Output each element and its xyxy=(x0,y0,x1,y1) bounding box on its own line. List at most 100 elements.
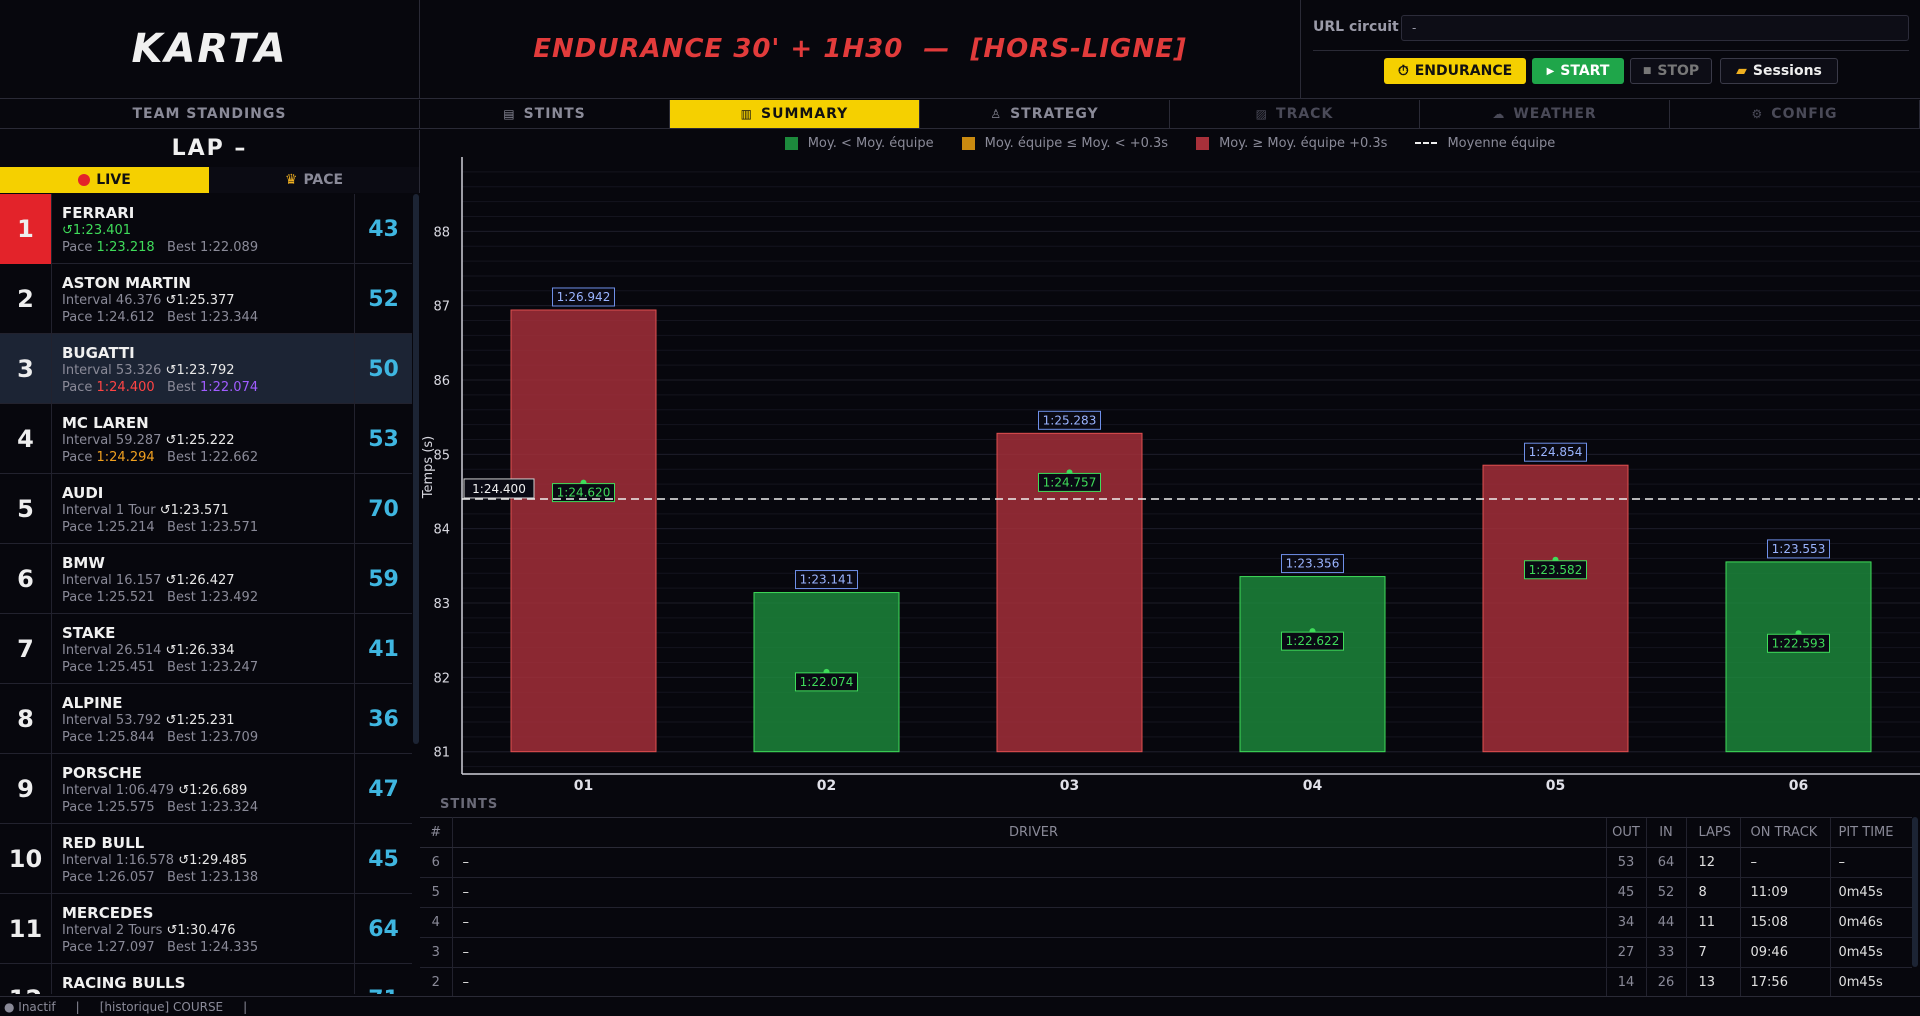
standings-row[interactable]: 12 RACING BULLS 71 xyxy=(0,964,412,994)
team-name: RED BULL xyxy=(62,834,145,852)
y-tick-label: 88 xyxy=(433,225,450,240)
lap-count: 71 xyxy=(354,964,412,994)
stint-row[interactable]: 3–27 33 7 09:46 0m45s xyxy=(420,937,1912,968)
stint-cell: – xyxy=(452,847,1606,878)
team-info: AUDI Interval 1 Tour ↺1:23.571 Pace 1:25.2… xyxy=(52,474,354,543)
lap-count: 64 xyxy=(354,894,412,964)
endurance-button[interactable]: ⏱ ENDURANCE xyxy=(1384,58,1526,84)
team-line1: Interval 1 Tour ↺1:23.571 xyxy=(62,502,354,519)
sessions-button[interactable]: ▰ Sessions xyxy=(1720,58,1838,84)
column-header[interactable]: ON TRACK xyxy=(1739,817,1830,848)
team-line1: Interval 53.792 ↺1:25.231 xyxy=(62,712,354,729)
team-line2: Pace 1:25.451 Best 1:23.247 xyxy=(62,659,354,676)
column-header[interactable]: LAPS xyxy=(1685,817,1740,848)
stint-bar[interactable] xyxy=(510,309,657,753)
tab-stints[interactable]: ▤ STINTS xyxy=(420,100,670,128)
standings-scrollbar[interactable] xyxy=(413,194,419,744)
stint-bar[interactable] xyxy=(1482,464,1629,753)
team-stat: ↺1:25.377 xyxy=(165,293,235,308)
stints-scrollbar[interactable] xyxy=(1912,817,1918,967)
standings-row[interactable]: 2 ASTON MARTIN Interval 46.376 ↺1:25.377 Pa… xyxy=(0,264,412,334)
team-line1: ↺1:23.401 xyxy=(62,222,354,239)
standings-row[interactable]: 6 BMW Interval 16.157 ↺1:26.427 Pace 1:25.5… xyxy=(0,544,412,614)
stint-row[interactable]: 5–45 52 8 11:09 0m45s xyxy=(420,877,1912,908)
tab-label: CONFIG xyxy=(1771,106,1838,122)
column-header[interactable]: DRIVER xyxy=(452,817,1606,848)
tab-label: STINTS xyxy=(523,106,586,122)
max-label: 1:24.854 xyxy=(1529,445,1583,459)
column-header[interactable]: PIT TIME xyxy=(1829,817,1912,848)
stint-cell: 2 xyxy=(420,967,453,998)
tab-label: STRATEGY xyxy=(1010,106,1099,122)
column-header[interactable]: OUT xyxy=(1605,817,1646,848)
team-stat: 1:23.218 xyxy=(96,240,155,255)
team-stat: Interval 1:16.578 xyxy=(62,853,179,868)
column-header[interactable]: IN xyxy=(1645,817,1686,848)
stint-cell: 33 xyxy=(1645,937,1686,968)
legend-swatch xyxy=(961,136,975,150)
tab-track[interactable]: ▨ TRACK xyxy=(1170,100,1420,128)
stop-button[interactable]: ■ STOP xyxy=(1630,58,1712,84)
team-info: FERRARI ↺1:23.401 Pace 1:23.218 Best 1:22.… xyxy=(52,194,354,263)
tab-strategy[interactable]: ♙ STRATEGY xyxy=(920,100,1170,128)
url-circuit-input[interactable]: - xyxy=(1401,15,1909,41)
team-name: FERRARI xyxy=(62,204,135,222)
stint-cell: 6 xyxy=(420,847,453,878)
stint-row[interactable]: 6–53 64 12– – xyxy=(420,847,1912,878)
pace-mode-button[interactable]: ♛ PACE xyxy=(209,167,420,193)
tab-summary[interactable]: ▥ SUMMARY xyxy=(670,100,920,128)
max-label: 1:23.356 xyxy=(1286,557,1340,571)
stop-button-label: STOP xyxy=(1657,63,1700,79)
standings-row[interactable]: 8 ALPINE Interval 53.792 ↺1:25.231 Pace 1:2… xyxy=(0,684,412,754)
flask-icon: ♙ xyxy=(990,107,1003,121)
position-number: 8 xyxy=(0,684,52,754)
avg-label-box xyxy=(795,672,858,692)
y-tick-label: 86 xyxy=(433,374,450,389)
stint-row[interactable]: 2–14 26 13 17:56 0m45s xyxy=(420,967,1912,998)
legend-item: Moy. ≥ Moy. équipe +0.3s xyxy=(1196,136,1387,151)
standings-row[interactable]: 5 AUDI Interval 1 Tour ↺1:23.571 Pace 1:25.… xyxy=(0,474,412,544)
lap-count: 45 xyxy=(354,824,412,894)
team-stat: Pace 1:24.612 Best 1:23.344 xyxy=(62,310,259,325)
tab-config[interactable]: ⚙ CONFIG xyxy=(1670,100,1920,128)
team-info: MERCEDES Interval 2 Tours ↺1:30.476 Pace 1… xyxy=(52,894,354,963)
main-tabs: ▤ STINTS ▥ SUMMARY ♙ STRATEGY ▨ TRACK ☁ WEATHER ⚙ C… xyxy=(420,100,1920,129)
app-logo: KARTA xyxy=(131,26,288,72)
standings-row[interactable]: 10 RED BULL Interval 1:16.578 ↺1:29.485 Pac… xyxy=(0,824,412,894)
standings-row[interactable]: 9 PORSCHE Interval 1:06.479 ↺1:26.689 Pace … xyxy=(0,754,412,824)
map-icon: ▨ xyxy=(1255,107,1269,121)
team-info: RED BULL Interval 1:16.578 ↺1:29.485 Pace … xyxy=(52,824,354,893)
start-button[interactable]: ▶ START xyxy=(1532,58,1624,84)
standings-row[interactable]: 1 FERRARI ↺1:23.401 Pace 1:23.218 Best 1:22… xyxy=(0,194,412,264)
stint-cell: 26 xyxy=(1645,967,1686,998)
team-stat: 1:24.400 xyxy=(96,380,155,395)
team-stat: Interval 59.287 xyxy=(62,433,166,448)
stint-bar[interactable] xyxy=(1239,576,1386,753)
y-tick-label: 81 xyxy=(433,746,450,761)
stop-icon: ■ xyxy=(1642,66,1652,76)
stint-bar[interactable] xyxy=(1725,561,1872,753)
legend-label: Moy. < Moy. équipe xyxy=(807,135,934,151)
tab-weather[interactable]: ☁ WEATHER xyxy=(1420,100,1670,128)
legend-item: Moy. < Moy. équipe xyxy=(784,135,934,151)
lap-count: 41 xyxy=(354,614,412,684)
stint-row[interactable]: 4–34 44 11 15:08 0m46s xyxy=(420,907,1912,938)
stint-cell: 7 xyxy=(1685,937,1740,968)
column-header[interactable]: # xyxy=(420,817,453,848)
stint-cell: 53 xyxy=(1605,847,1646,878)
legend-swatch xyxy=(784,136,798,150)
clipboard-icon: ▤ xyxy=(503,107,516,121)
legend-label: Moy. équipe ≤ Moy. < +0.3s xyxy=(984,135,1169,151)
team-line2: Pace 1:25.214 Best 1:23.571 xyxy=(62,519,354,536)
team-stat: ↺1:30.476 xyxy=(166,923,236,938)
stint-cell: 14 xyxy=(1605,967,1646,998)
live-mode-button[interactable]: LIVE xyxy=(0,167,209,193)
standings-row[interactable]: 3 BUGATTI Interval 53.326 ↺1:23.792 Pace 1:… xyxy=(0,334,412,404)
y-axis-label: Temps (s) xyxy=(421,436,436,499)
standings-row[interactable]: 11 MERCEDES Interval 2 Tours ↺1:30.476 Pace… xyxy=(0,894,412,964)
standings-row[interactable]: 7 STAKE Interval 26.514 ↺1:26.334 Pace 1:25… xyxy=(0,614,412,684)
status-item: | xyxy=(243,999,248,1014)
team-name: MERCEDES xyxy=(62,904,154,922)
standings-row[interactable]: 4 MC LAREN Interval 59.287 ↺1:25.222 Pace 1… xyxy=(0,404,412,474)
x-tick-label: 03 xyxy=(1060,778,1079,794)
